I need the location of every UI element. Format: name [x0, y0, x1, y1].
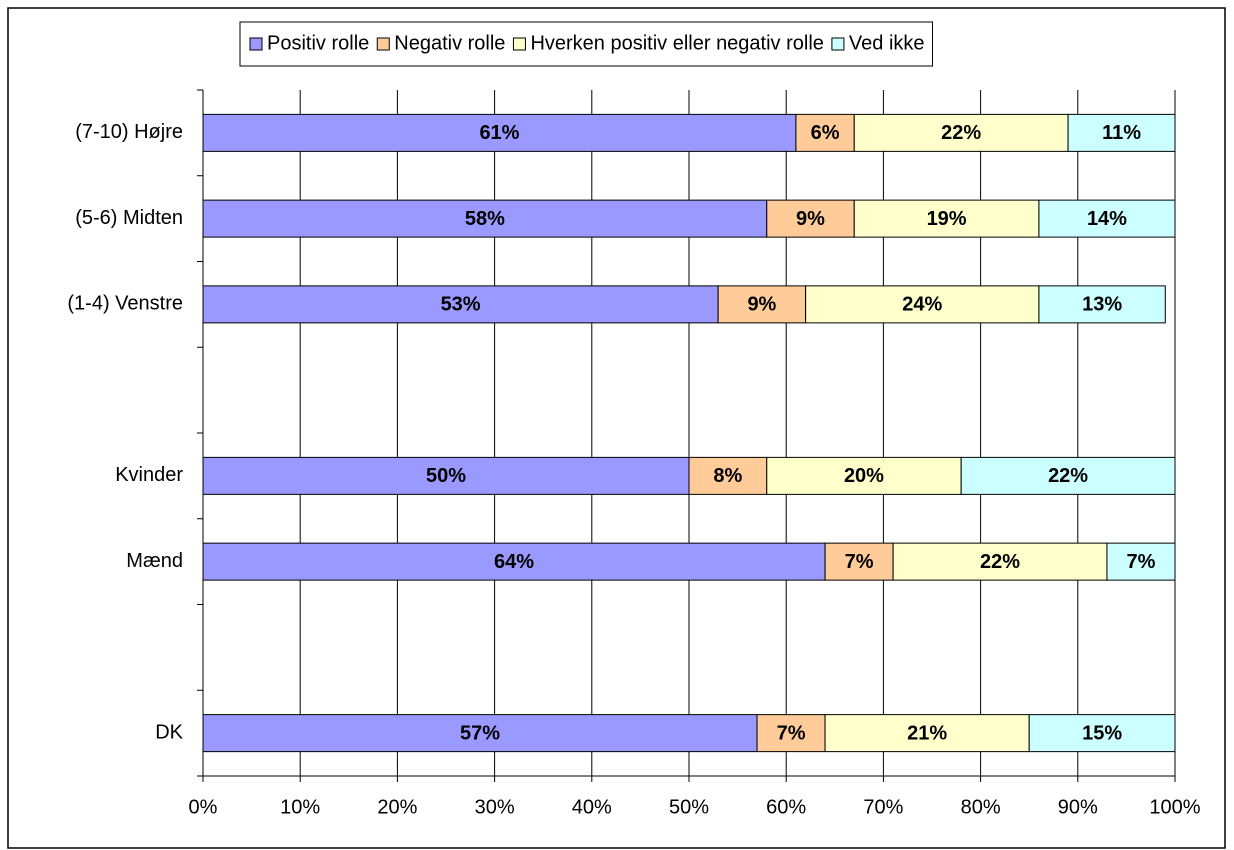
- x-tick-label: 80%: [961, 796, 1001, 818]
- data-label: 50%: [426, 465, 466, 487]
- bar-segment: [202, 285, 719, 324]
- x-tick-label: 90%: [1058, 796, 1098, 818]
- legend-label: Negativ rolle: [394, 32, 505, 54]
- data-label: 6%: [811, 122, 840, 144]
- bar-segment: [960, 456, 1176, 495]
- data-label: 64%: [494, 551, 534, 573]
- legend-label: Hverken positiv eller negativ rolle: [530, 32, 823, 54]
- bar-segment: [688, 456, 768, 495]
- data-label: 7%: [845, 551, 874, 573]
- bar-segment: [824, 542, 894, 581]
- y-tick-label: DK: [155, 721, 183, 743]
- x-tick-label: 60%: [766, 796, 806, 818]
- bar-segment: [795, 113, 855, 152]
- data-label: 58%: [465, 208, 505, 230]
- data-label: 13%: [1082, 294, 1122, 316]
- bar-segment: [1028, 714, 1176, 753]
- data-label: 7%: [777, 722, 806, 744]
- x-tick-label: 100%: [1149, 796, 1200, 818]
- bar-segment: [853, 199, 1040, 238]
- bar-segment: [202, 714, 758, 753]
- y-tick-label: (5-6) Midten: [75, 207, 183, 229]
- x-tick-label: 30%: [475, 796, 515, 818]
- x-tick-label: 70%: [863, 796, 903, 818]
- y-tick-label: Mænd: [126, 550, 183, 572]
- legend-swatch: [376, 37, 390, 51]
- x-tick-label: 50%: [669, 796, 709, 818]
- data-label: 22%: [941, 122, 981, 144]
- bar-segment: [824, 714, 1030, 753]
- bar-segment: [202, 542, 826, 581]
- data-label: 7%: [1127, 551, 1156, 573]
- legend: Positiv rolle Negativ rolle Hverken positi…: [239, 21, 934, 67]
- data-label: 19%: [927, 208, 967, 230]
- data-label: 21%: [907, 722, 947, 744]
- bar-segment: [1067, 113, 1176, 152]
- x-tick-label: 40%: [572, 796, 612, 818]
- bar-segment: [892, 542, 1108, 581]
- data-label: 24%: [902, 294, 942, 316]
- legend-label: Ved ikke: [849, 32, 925, 54]
- data-label: 20%: [844, 465, 884, 487]
- bar-segment: [1106, 542, 1176, 581]
- y-tick-label: Kvinder: [115, 464, 183, 486]
- data-label: 9%: [796, 208, 825, 230]
- legend-swatch: [512, 37, 526, 51]
- y-tick-label: (7-10) Højre: [75, 121, 183, 143]
- legend-swatch: [831, 37, 845, 51]
- bar-segment: [1038, 199, 1176, 238]
- y-tick-label: (1-4) Venstre: [67, 293, 183, 315]
- bar-segment: [756, 714, 826, 753]
- data-label: 53%: [441, 294, 481, 316]
- bar-segment: [202, 456, 690, 495]
- bar-segment: [202, 199, 768, 238]
- data-label: 9%: [747, 294, 776, 316]
- data-label: 11%: [1102, 122, 1141, 144]
- data-label: 8%: [713, 465, 742, 487]
- bar-segment: [1038, 285, 1166, 324]
- legend-box: [239, 21, 934, 67]
- data-label: 22%: [1048, 465, 1088, 487]
- x-tick-label: 20%: [377, 796, 417, 818]
- data-label: 15%: [1082, 722, 1122, 744]
- bar-segment: [717, 285, 807, 324]
- data-label: 57%: [460, 722, 500, 744]
- data-label: 61%: [479, 122, 519, 144]
- bar-segment: [766, 199, 855, 238]
- x-tick-label: 10%: [280, 796, 320, 818]
- legend-swatch: [249, 37, 263, 51]
- x-tick-label: 0%: [189, 796, 218, 818]
- bar-segment: [766, 456, 962, 495]
- data-label: 22%: [980, 551, 1020, 573]
- legend-label: Positiv rolle: [267, 32, 369, 54]
- data-label: 14%: [1087, 208, 1127, 230]
